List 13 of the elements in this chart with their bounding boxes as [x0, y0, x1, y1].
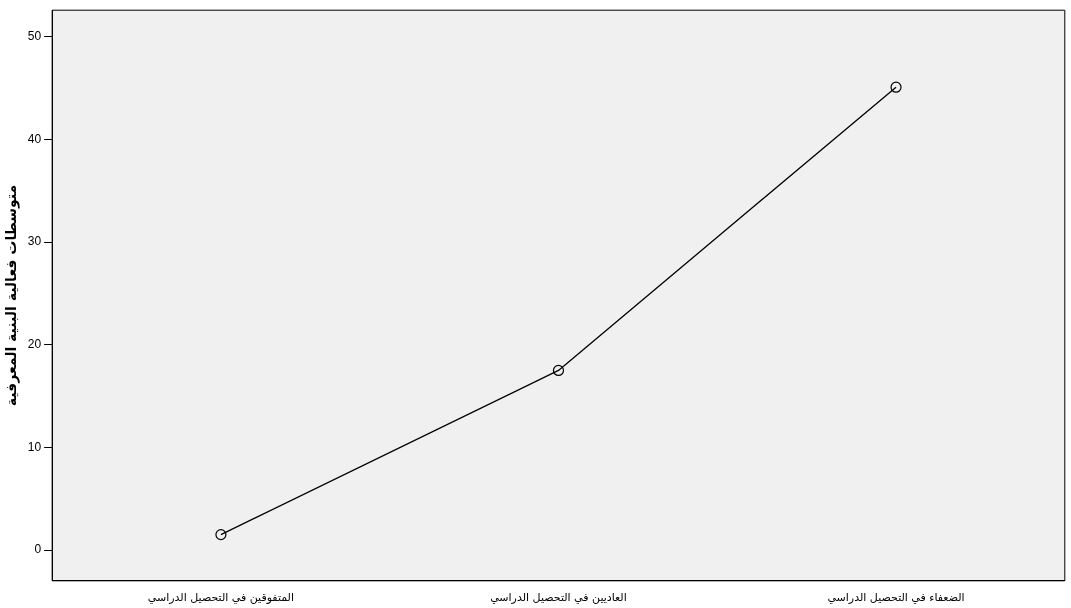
point: [552, 364, 565, 377]
y-axis-title: متوسطات فعالية البنية المعرفية: [3, 184, 21, 407]
x-tick-label: العاديين في التحصيل الدراسي: [490, 591, 627, 605]
y-tick-label: 50: [27, 29, 42, 44]
point: [890, 81, 902, 93]
y-tick-label: 40: [27, 131, 42, 146]
y-tick-label: 20: [27, 337, 42, 352]
x-tick-label: المتفوقين في التحصيل الدراسي: [147, 591, 294, 605]
y-tick-label: 10: [27, 439, 42, 454]
point: [215, 529, 227, 541]
y-tick-label: 30: [27, 234, 42, 249]
y-tick-label: 0: [34, 542, 42, 557]
x-tick-label: الضعفاء في التحصيل الدراسي: [827, 591, 965, 605]
